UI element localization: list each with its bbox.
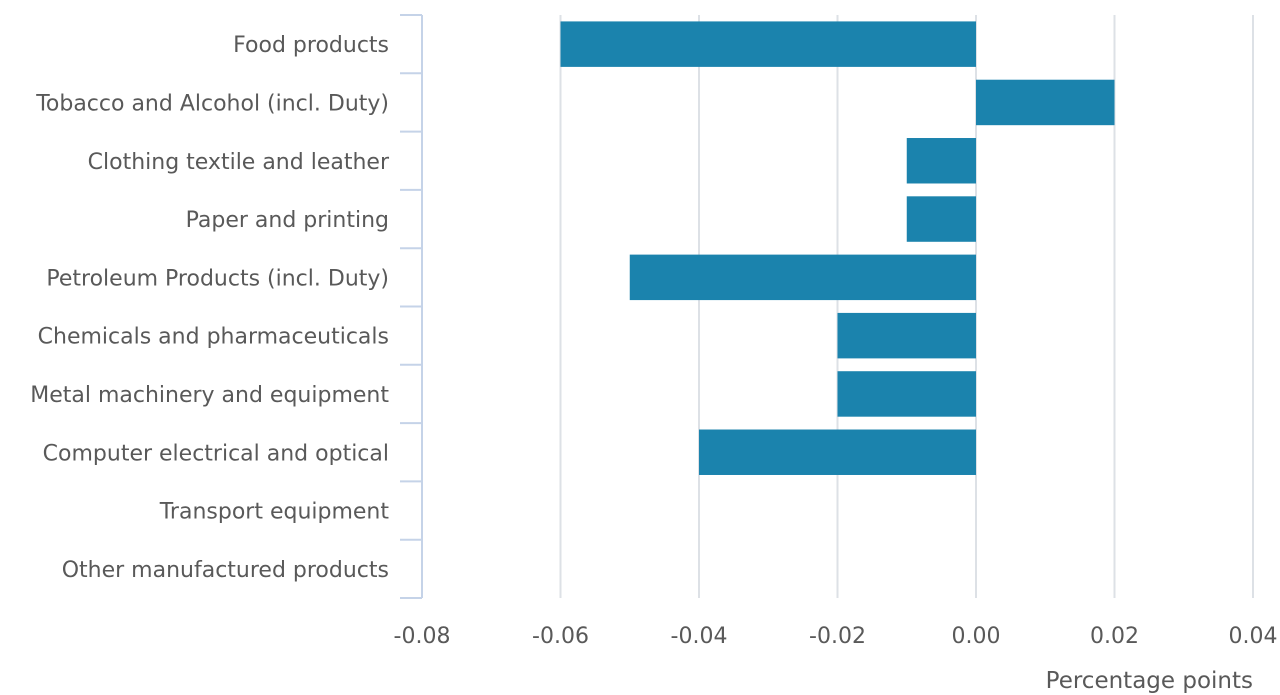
x-axis-title: Percentage points <box>1046 668 1253 694</box>
x-tick-label: -0.02 <box>809 624 866 649</box>
y-axis: Food products Tobacco and Alcohol (incl. … <box>30 14 423 599</box>
category-label: Clothing textile and leather <box>88 150 390 175</box>
bar <box>837 371 976 417</box>
x-tick-label: -0.08 <box>394 624 451 649</box>
bar <box>699 429 976 475</box>
bars <box>560 21 1115 475</box>
category-label: Chemicals and pharmaceuticals <box>38 325 389 350</box>
x-tick-label: 0.00 <box>952 624 1001 649</box>
x-axis-ticks: -0.08 -0.06 -0.04 -0.02 0.00 0.02 0.04 <box>394 624 1278 649</box>
category-label: Paper and printing <box>186 208 389 233</box>
bar <box>906 196 976 242</box>
bar <box>837 312 976 359</box>
x-tick-label: 0.04 <box>1229 624 1278 649</box>
bar <box>560 21 976 67</box>
category-label: Transport equipment <box>159 500 390 525</box>
category-label: Petroleum Products (incl. Duty) <box>46 266 389 291</box>
bar <box>906 138 976 184</box>
category-label: Other manufactured products <box>62 558 389 583</box>
x-tick-label: 0.02 <box>1090 624 1139 649</box>
category-label: Food products <box>233 33 389 58</box>
x-tick-label: -0.06 <box>532 624 589 649</box>
bar <box>629 254 976 301</box>
category-label: Metal machinery and equipment <box>30 383 389 408</box>
bar <box>976 79 1115 126</box>
category-label: Computer electrical and optical <box>43 441 389 466</box>
gridlines <box>559 15 1254 598</box>
x-tick-label: -0.04 <box>671 624 728 649</box>
category-label: Tobacco and Alcohol (incl. Duty) <box>35 91 389 116</box>
